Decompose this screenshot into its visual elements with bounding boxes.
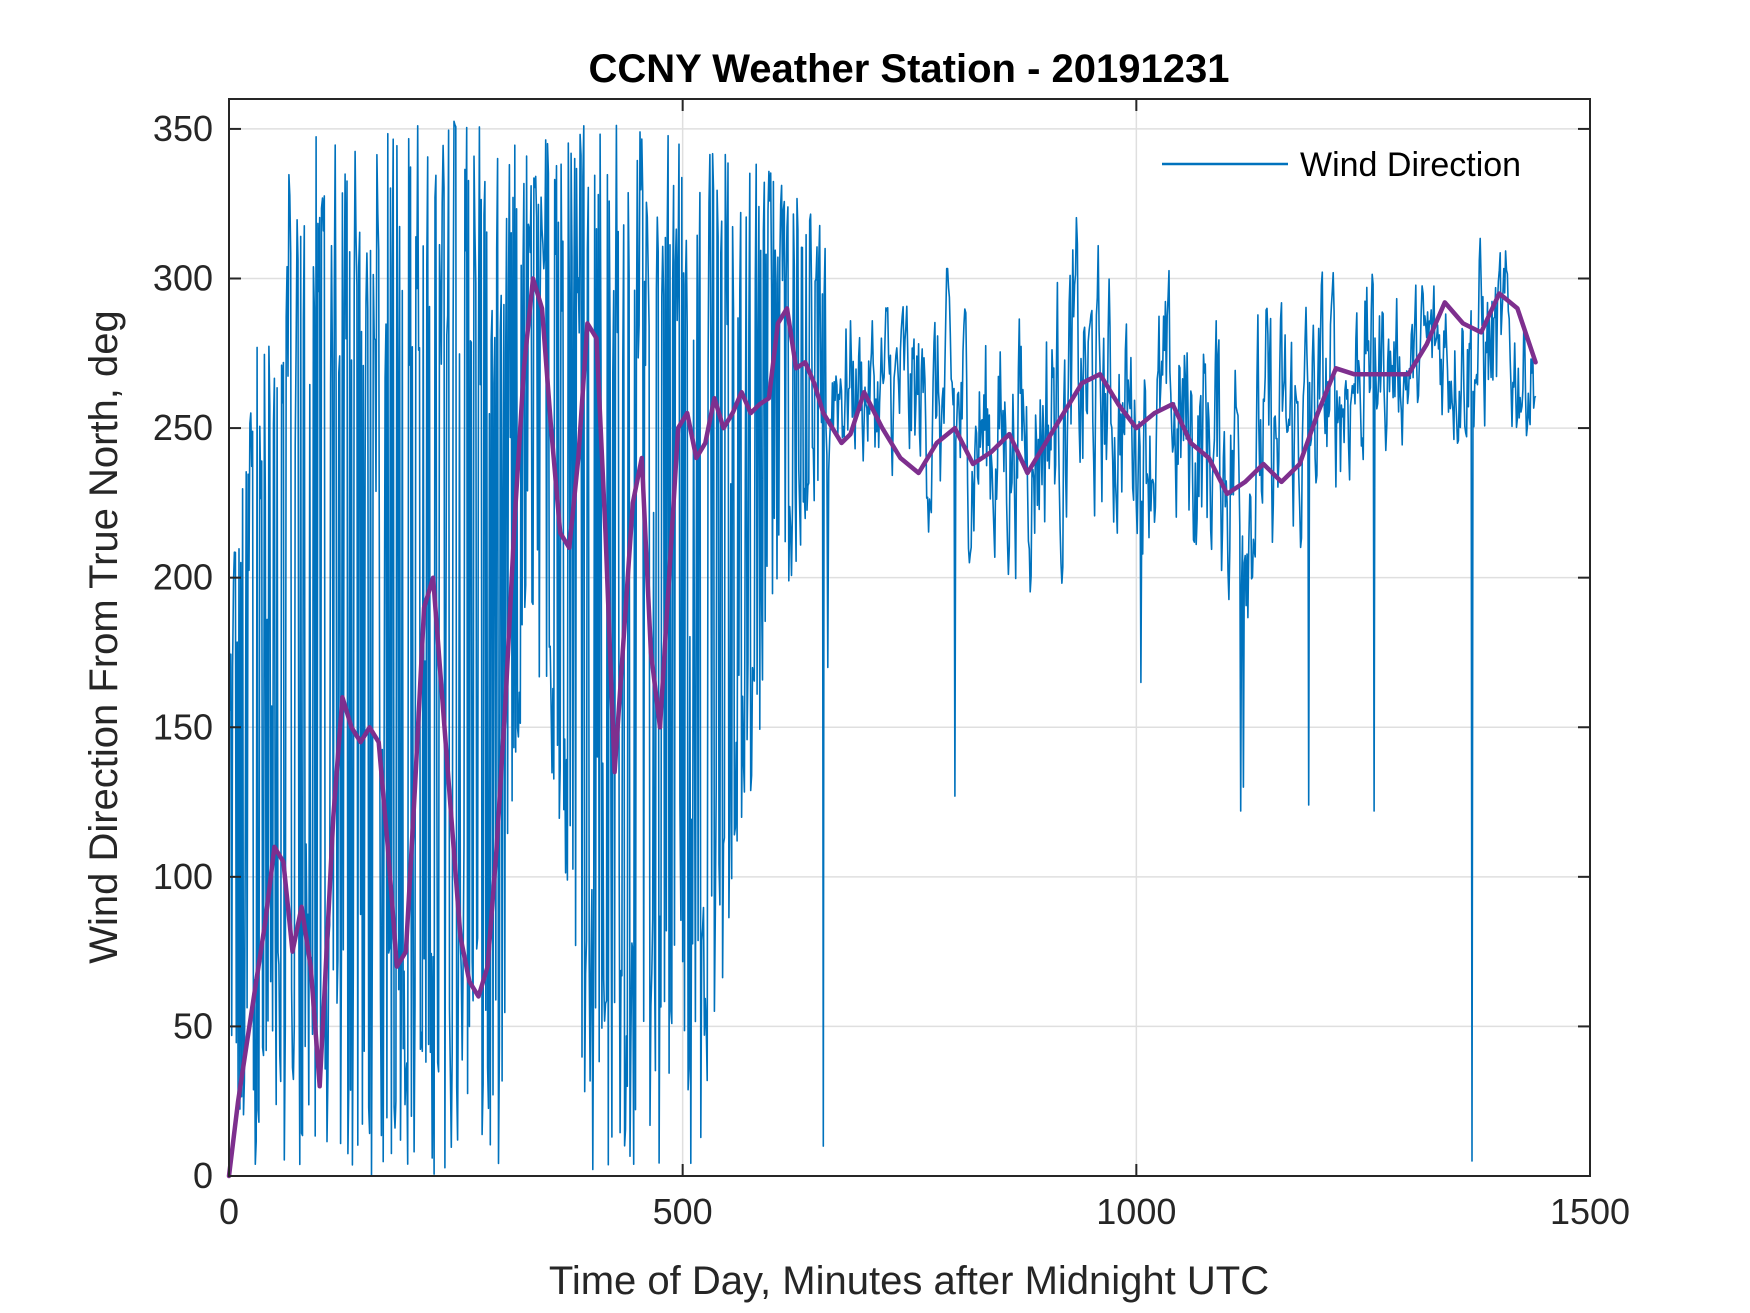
y-tick-label: 300 [153, 258, 213, 299]
y-tick-label: 200 [153, 557, 213, 598]
y-axis-label: Wind Direction From True North, deg [82, 310, 126, 964]
series-layer [226, 120, 1538, 1179]
series-line-wind-direction [228, 120, 1537, 1176]
y-tick-label: 0 [193, 1155, 213, 1196]
y-tick-label: 100 [153, 856, 213, 897]
legend: Wind Direction [1138, 135, 1558, 193]
y-tick-label: 350 [153, 108, 213, 149]
y-tick-label: 150 [153, 706, 213, 747]
x-tick-label: 1000 [1096, 1191, 1176, 1232]
series-line-smoothed [226, 276, 1538, 1179]
axes-box [228, 98, 1591, 1177]
x-axis-label: Time of Day, Minutes after Midnight UTC [549, 1259, 1269, 1303]
chart-title: CCNY Weather Station - 20191231 [589, 47, 1230, 91]
x-tick-label: 0 [219, 1191, 239, 1232]
y-tick-label: 50 [173, 1005, 213, 1046]
legend-label-wind-direction: Wind Direction [1300, 146, 1521, 184]
x-tick-label: 1500 [1550, 1191, 1630, 1232]
x-tick-label: 500 [653, 1191, 713, 1232]
tick-layer: 0 500 1000 1500 0 50 100 150 200 250 300 350 [153, 99, 1630, 1232]
y-tick-label: 250 [153, 407, 213, 448]
